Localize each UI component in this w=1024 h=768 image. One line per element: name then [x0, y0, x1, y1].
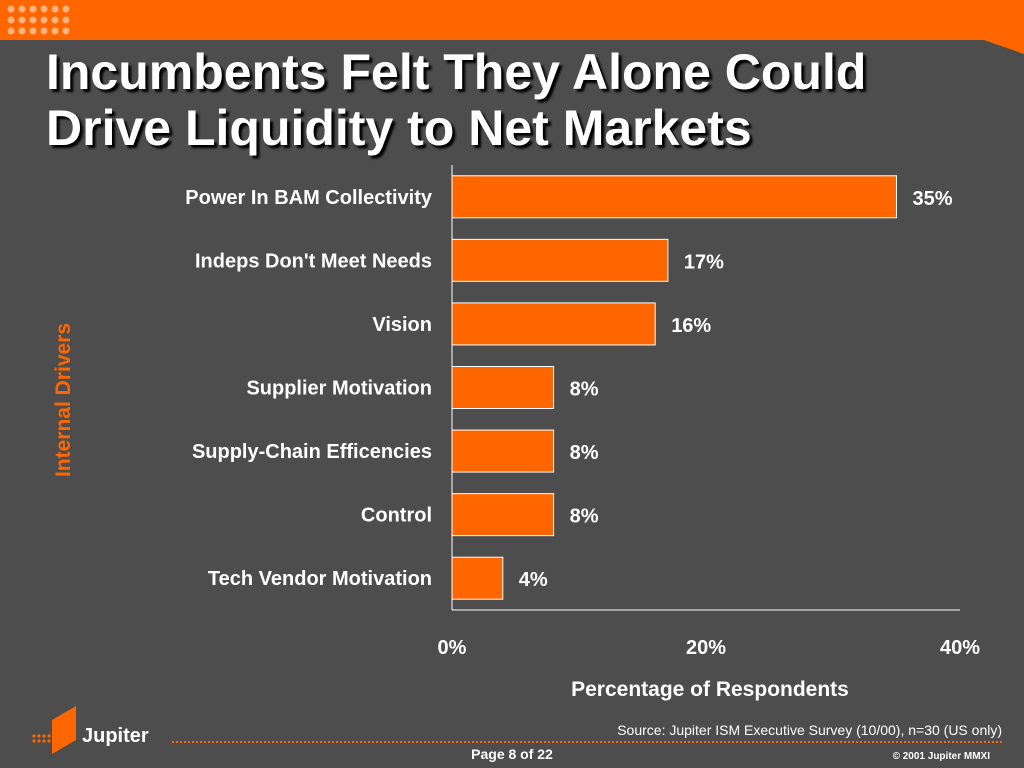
- data-label: 35%: [913, 188, 953, 210]
- category-label: Supplier Motivation: [246, 378, 432, 400]
- x-tick-label: 0%: [438, 637, 467, 659]
- category-label: Control: [361, 505, 432, 527]
- bar: [451, 238, 669, 282]
- top-bar-corner: [984, 40, 1024, 54]
- data-label: 17%: [684, 251, 724, 273]
- source-note: Source: Jupiter ISM Executive Survey (10…: [617, 722, 1002, 738]
- footer-divider: [172, 741, 1002, 743]
- data-label: 16%: [671, 315, 711, 337]
- data-label: 8%: [570, 379, 599, 401]
- top-accent-bar: [0, 0, 1024, 40]
- logo-text: Jupiter: [82, 725, 149, 747]
- bar: [451, 366, 555, 409]
- x-axis-title: Percentage of Respondents: [571, 678, 849, 701]
- bar: [451, 429, 555, 473]
- category-label: Vision: [372, 314, 432, 336]
- x-tick-label: 20%: [686, 637, 726, 659]
- jupiter-logo-icon: [32, 706, 76, 754]
- x-tick-label: 40%: [940, 637, 980, 659]
- category-label: Tech Vendor Motivation: [208, 568, 432, 590]
- bar: [451, 556, 504, 600]
- data-label: 4%: [519, 569, 548, 591]
- copyright-note: © 2001 Jupiter MMXI: [892, 751, 990, 762]
- page-number: Page 8 of 22: [471, 746, 553, 762]
- bar: [451, 175, 897, 219]
- bar: [451, 302, 656, 346]
- slide-title: Incumbents Felt They Alone Could Drive L…: [46, 44, 1006, 156]
- category-label: Supply-Chain Efficencies: [192, 441, 432, 463]
- category-label: Indeps Don't Meet Needs: [195, 250, 432, 272]
- bar: [451, 493, 555, 537]
- data-label: 8%: [570, 442, 599, 464]
- slide-title-line2: Drive Liquidity to Net Markets: [46, 100, 752, 156]
- data-label: 8%: [570, 506, 599, 528]
- slide-title-line1: Incumbents Felt They Alone Could: [46, 44, 867, 100]
- dot-grid-icon: [7, 5, 70, 35]
- category-label: Power In BAM Collectivity: [185, 187, 433, 209]
